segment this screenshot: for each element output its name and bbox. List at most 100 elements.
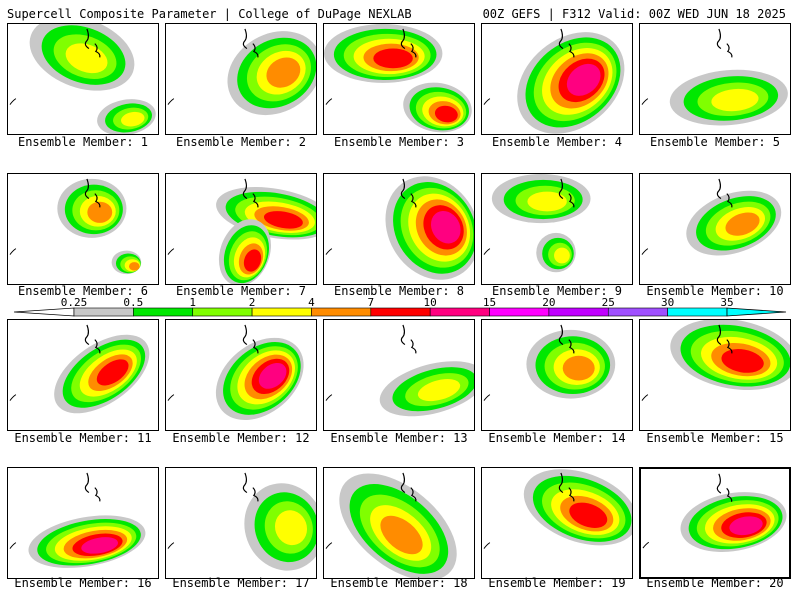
scp-contour: [721, 349, 764, 373]
colorbar-tick-label: 35: [720, 296, 733, 309]
colorbar-segment: [429, 307, 490, 317]
ensemble-map-panel: [639, 467, 791, 579]
colorbar-tick-label: 15: [483, 296, 496, 309]
ensemble-member-label: Ensemble Member: 9: [491, 284, 623, 298]
ensemble-member-label: Ensemble Member: 8: [333, 284, 465, 298]
coastline: [641, 394, 649, 401]
coastline: [9, 394, 17, 401]
ensemble-map-panel: [481, 319, 633, 431]
ensemble-member-label: Ensemble Member: 7: [175, 284, 307, 298]
ensemble-map-panel: [481, 467, 633, 579]
coastline: [400, 28, 417, 58]
ensemble-map-panel: [323, 467, 475, 579]
scp-contour: [96, 359, 129, 386]
scp-contour: [430, 210, 461, 244]
ensemble-map-panel: [639, 173, 791, 285]
coastline: [400, 178, 417, 208]
coastline: [9, 542, 17, 549]
ensemble-map-panel: [639, 319, 791, 431]
colorbar-segment: [73, 307, 134, 317]
coastline: [242, 472, 259, 502]
coastline: [716, 324, 733, 354]
coastline: [167, 248, 175, 255]
scp-contour: [266, 57, 301, 88]
scp-contour: [65, 43, 108, 74]
coastline: [483, 394, 491, 401]
coastline: [325, 542, 333, 549]
ensemble-member-label: Ensemble Member: 14: [488, 431, 626, 445]
scp-contour: [434, 105, 458, 123]
ensemble-map-panel: [7, 173, 159, 285]
colorbar-segment: [311, 307, 372, 317]
coastline: [9, 98, 17, 105]
colorbar-segment: [133, 307, 194, 317]
colorbar-tick-label: 7: [368, 296, 375, 309]
coastline: [641, 248, 649, 255]
ensemble-member-label: Ensemble Member: 3: [333, 135, 465, 149]
scp-contour: [562, 355, 595, 381]
ensemble-map-panel: [7, 319, 159, 431]
colorbar-tick-label: 25: [602, 296, 615, 309]
ensemble-map-panel: [323, 173, 475, 285]
coastline: [716, 473, 733, 502]
coastline: [84, 28, 101, 58]
scp-contour: [128, 262, 140, 271]
scp-contour: [274, 510, 308, 546]
scp-contour: [81, 537, 119, 554]
colorbar-tick-label: 30: [661, 296, 674, 309]
ensemble-member-label: Ensemble Member: 18: [330, 576, 468, 590]
coastline: [167, 394, 175, 401]
page-title: Supercell Composite Parameter | College …: [7, 7, 412, 21]
colorbar-segment: [607, 307, 668, 317]
valid-time-label: 00Z GEFS | F312 Valid: 00Z WED JUN 18 20…: [482, 7, 786, 21]
coastline: [558, 28, 575, 58]
colorbar-segment: [489, 307, 550, 317]
ensemble-member-label: Ensemble Member: 20: [646, 576, 784, 590]
ensemble-map-panel: [639, 23, 791, 135]
coastline: [242, 324, 259, 354]
colorbar-tick-label: 0.5: [123, 296, 143, 309]
colorbar-high-arrow: [726, 307, 787, 317]
ensemble-map-panel: [165, 23, 317, 135]
coastline: [242, 178, 259, 208]
ensemble-map-panel: [481, 173, 633, 285]
coastline: [558, 324, 575, 354]
colorbar-segment: [251, 307, 312, 317]
coastline: [716, 28, 733, 58]
coastline: [167, 98, 175, 105]
coastline: [167, 542, 175, 549]
scp-contour: [566, 63, 601, 96]
ensemble-member-label: Ensemble Member: 2: [175, 135, 307, 149]
colorbar-low-arrow: [13, 307, 75, 317]
scp-contour: [121, 111, 145, 127]
ensemble-map-panel: [165, 173, 317, 285]
scp-contour: [527, 191, 567, 212]
ensemble-member-label: Ensemble Member: 12: [172, 431, 310, 445]
scp-contour: [725, 212, 760, 236]
colorbar-tick-label: 1: [189, 296, 196, 309]
ensemble-member-label: Ensemble Member: 4: [491, 135, 623, 149]
coastline: [325, 98, 333, 105]
ensemble-member-label: Ensemble Member: 16: [14, 576, 152, 590]
scp-contour: [373, 48, 413, 69]
coastline: [483, 248, 491, 255]
ensemble-map-panel: [7, 23, 159, 135]
ensemble-member-label: Ensemble Member: 10: [646, 284, 784, 298]
colorbar-tick-label: 4: [308, 296, 315, 309]
coastline: [483, 98, 491, 105]
coastline: [716, 178, 733, 208]
ensemble-map-panel: [481, 23, 633, 135]
coastline: [400, 472, 417, 502]
colorbar-tick-label: 2: [249, 296, 256, 309]
scp-contour: [417, 379, 461, 402]
scp-contour: [554, 247, 570, 264]
coastline: [84, 324, 101, 354]
colorbar-tick-label: 10: [424, 296, 437, 309]
colorbar-tick-label: 20: [542, 296, 555, 309]
ensemble-member-label: Ensemble Member: 5: [649, 135, 781, 149]
color-scale-bar: 0.25 0.5 1 2 4 7 10 15 20 25 30 35: [13, 296, 787, 317]
coastline: [642, 541, 650, 549]
ensemble-member-label: Ensemble Member: 11: [14, 431, 152, 445]
coastline: [641, 98, 649, 105]
coastline: [325, 248, 333, 255]
